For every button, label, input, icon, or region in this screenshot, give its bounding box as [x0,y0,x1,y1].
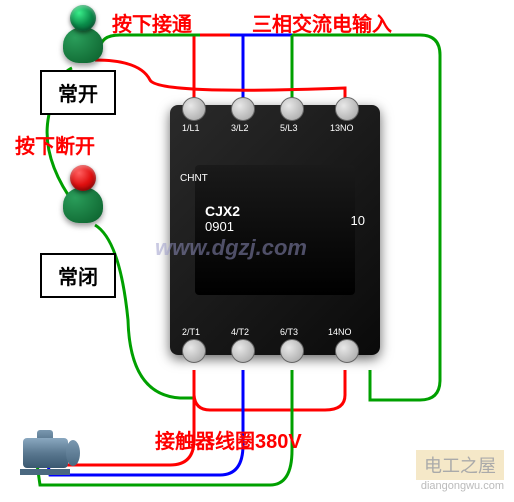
contactor-model1: CJX2 [205,203,240,219]
terminal-2t1 [182,339,206,363]
label-press-disconnect: 按下断开 [15,130,95,159]
contactor-brand: CHNT [180,173,208,184]
footer-cn: 电工之屋 [416,450,504,480]
contactor-model2: 0901 [205,219,234,234]
watermark-main: www.dgzj.com [155,235,307,261]
contactor-sidemark: 10 [351,213,365,228]
contactor-cjx2: CHNT CJX2 0901 10 1/L1 3/L2 5/L3 13NO 2/… [170,85,380,375]
footer-watermark: 电工之屋 diangongwu.com [416,450,504,492]
terminal-6t3 [280,339,304,363]
terminal-3l2 [231,97,255,121]
terminal-14no [335,339,359,363]
label-three-phase: 三相交流电输入 [252,8,392,37]
terminal-13no [335,97,359,121]
footer-en: diangongwu.com [416,480,504,492]
label-normally-closed: 常闭 [40,253,116,298]
motor-icon [15,430,80,475]
terminal-5l3 [280,97,304,121]
terminal-4t2 [231,339,255,363]
label-press-connect: 按下接通 [112,8,192,37]
label-coil-voltage: 接触器线圈380V [155,425,302,454]
green-button-no [60,5,106,65]
red-button-nc [60,165,106,225]
terminal-1l1 [182,97,206,121]
label-normally-open: 常开 [40,70,116,115]
